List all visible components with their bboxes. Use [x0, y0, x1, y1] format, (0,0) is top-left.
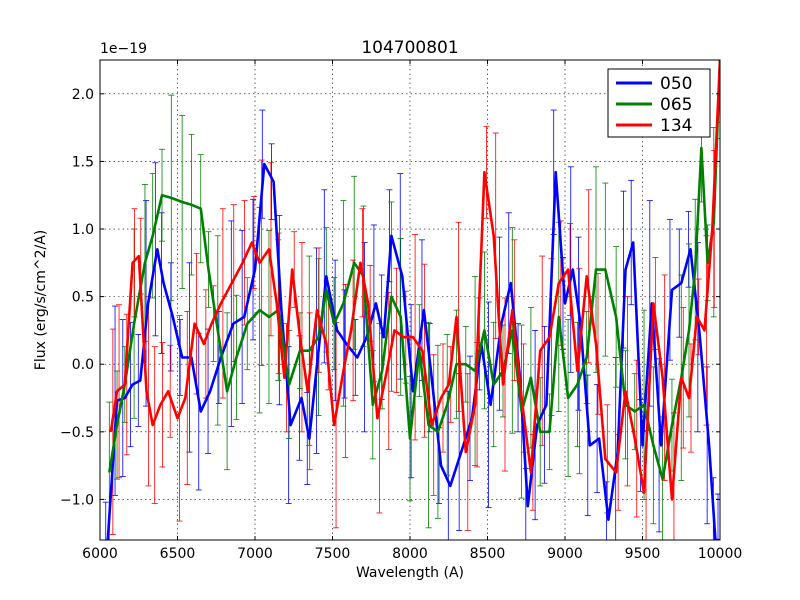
y-tick-label: −0.5	[60, 425, 94, 441]
series-lines	[106, 60, 720, 540]
x-axis-title: Wavelength (A)	[356, 565, 464, 581]
x-tick-label: 9000	[547, 546, 583, 562]
y-axis-title: Flux (erg/s/cm^2/A)	[33, 230, 49, 370]
x-tick-label: 8500	[470, 546, 506, 562]
x-tick-label: 9500	[625, 546, 661, 562]
y-multiplier: 1e−19	[100, 41, 147, 57]
chart-title: 104700801	[361, 38, 458, 58]
x-tick-label: 10000	[698, 546, 743, 562]
y-tick-label: 1.0	[72, 222, 94, 238]
x-tick-label: 6000	[82, 546, 118, 562]
legend-label-134: 134	[660, 116, 692, 136]
y-tick-label: 0.5	[72, 290, 94, 306]
series-line-065	[108, 60, 720, 481]
y-tick-label: 1.5	[72, 154, 94, 170]
y-tick-label: −1.0	[60, 492, 94, 508]
legend-label-050: 050	[660, 74, 692, 94]
series-line-134	[109, 60, 720, 501]
axis-ticks: 6000 6500 7000 7500 8000 8500 9000 9500 10000 −1.…	[60, 60, 742, 562]
x-tick-label: 6500	[160, 546, 196, 562]
y-tick-label: 0.0	[72, 357, 94, 373]
x-tick-label: 7000	[237, 546, 273, 562]
y-tick-label: 2.0	[72, 87, 94, 103]
x-tick-label: 7500	[315, 546, 351, 562]
x-tick-label: 8000	[392, 546, 428, 562]
legend-label-065: 065	[660, 95, 692, 115]
